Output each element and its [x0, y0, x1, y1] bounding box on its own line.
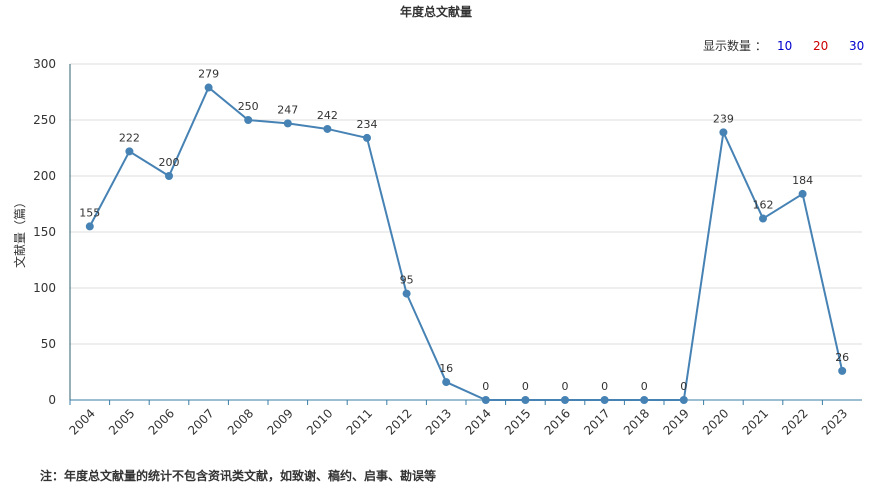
data-label: 222 — [119, 131, 140, 144]
data-label: 0 — [562, 380, 569, 393]
x-tick-label: 2005 — [106, 406, 137, 437]
data-label: 0 — [680, 380, 687, 393]
data-point — [323, 124, 332, 133]
data-point — [283, 119, 292, 128]
data-point — [442, 378, 451, 387]
data-point — [481, 396, 490, 404]
data-label: 162 — [753, 199, 774, 212]
data-label: 155 — [79, 206, 100, 219]
chart-title: 年度总文献量 — [400, 4, 472, 19]
x-tick-label: 2020 — [700, 406, 731, 437]
x-tick-label: 2008 — [225, 406, 256, 437]
x-tick-label: 2010 — [304, 406, 335, 437]
data-label: 250 — [238, 100, 259, 113]
data-label: 0 — [601, 380, 608, 393]
y-tick-label: 300 — [33, 57, 56, 71]
data-point — [640, 396, 649, 404]
data-label: 0 — [522, 380, 529, 393]
data-point — [244, 116, 253, 124]
footnote: 注：年度总文献量的统计不包含资讯类文献，如致谢、稿约、启事、勘误等 — [40, 468, 436, 483]
data-point — [561, 396, 569, 404]
y-tick-label: 0 — [48, 393, 56, 407]
x-tick-label: 2023 — [819, 406, 850, 437]
y-tick-label: 250 — [33, 113, 56, 127]
data-label: 242 — [317, 109, 338, 122]
data-label: 26 — [835, 351, 849, 364]
x-tick-label: 2016 — [542, 406, 573, 437]
x-tick-label: 2006 — [146, 406, 177, 437]
data-label: 0 — [641, 380, 648, 393]
data-point — [759, 214, 767, 223]
data-label: 239 — [713, 112, 734, 125]
data-label: 184 — [792, 174, 813, 187]
data-point — [204, 83, 213, 92]
data-label: 200 — [159, 156, 180, 169]
x-tick-label: 2013 — [423, 406, 454, 437]
y-axis-label: 文献量（篇） — [12, 196, 27, 268]
data-line — [88, 85, 844, 401]
y-tick-label: 100 — [33, 281, 56, 295]
x-tick-label: 2011 — [344, 406, 375, 437]
display-count-option[interactable]: 30 — [849, 39, 864, 53]
controls-label: 显示数量 ： — [703, 38, 767, 53]
x-tick-label: 2012 — [383, 406, 414, 437]
data-point — [798, 189, 807, 198]
x-tick-label: 2018 — [621, 406, 652, 437]
data-point — [85, 222, 94, 231]
x-tick-label: 2015 — [502, 406, 533, 437]
y-tick-label: 150 — [33, 225, 56, 239]
data-point — [719, 128, 728, 137]
x-tick-label: 2004 — [66, 406, 97, 437]
display-count-option[interactable]: 10 — [777, 39, 792, 53]
x-tick-label: 2017 — [581, 406, 612, 437]
data-point — [402, 289, 411, 298]
data-point — [125, 147, 134, 156]
data-label: 234 — [357, 118, 378, 131]
x-tick-label: 2014 — [462, 406, 493, 437]
data-point — [521, 396, 530, 404]
x-tick-label: 2022 — [779, 406, 810, 437]
y-tick-label: 200 — [33, 169, 56, 183]
display-count-option[interactable]: 20 — [813, 39, 828, 53]
data-point — [679, 396, 688, 404]
x-tick-label: 2007 — [185, 406, 216, 437]
x-tick-label: 2021 — [740, 406, 771, 437]
data-label: 95 — [400, 274, 414, 287]
data-label: 247 — [277, 103, 298, 116]
data-point — [838, 366, 847, 375]
x-tick-label: 2019 — [660, 406, 691, 437]
data-point — [363, 133, 371, 142]
data-label: 0 — [482, 380, 489, 393]
data-label: 16 — [439, 362, 453, 375]
data-point — [165, 172, 173, 180]
data-label: 279 — [198, 68, 219, 81]
y-tick-label: 50 — [41, 337, 56, 351]
x-tick-label: 2009 — [264, 406, 295, 437]
data-point — [600, 396, 609, 404]
